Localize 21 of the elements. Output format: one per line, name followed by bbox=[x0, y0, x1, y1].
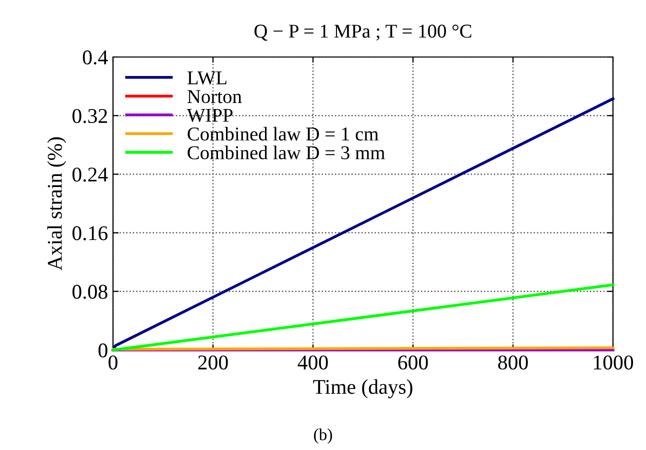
legend-label: Combined law D = 3 mm bbox=[188, 146, 385, 160]
legend-label: LWL bbox=[187, 71, 226, 85]
x-tick-label: 200 bbox=[198, 355, 228, 370]
y-tick-label: 0.08 bbox=[72, 284, 108, 299]
x-tick-label: 600 bbox=[398, 355, 428, 370]
x-axis-title: Time (days) bbox=[313, 379, 412, 398]
legend-label: Combined law D = 1 cm bbox=[188, 126, 378, 141]
y-tick-label: 0.4 bbox=[82, 50, 108, 65]
y-tick-label: 0.16 bbox=[72, 226, 108, 240]
chart-title: Q − P = 1 MPa ; T = 100 °C bbox=[254, 24, 472, 41]
legend-label: Norton bbox=[187, 90, 242, 104]
x-tick-label: 1000 bbox=[594, 355, 634, 370]
text: (b) bbox=[314, 428, 332, 444]
legend-label: WIPP bbox=[186, 108, 233, 122]
y-tick-label: 0.24 bbox=[72, 168, 108, 182]
x-tick-label: 0 bbox=[108, 355, 118, 370]
y-axis-title: Axial strain (%) bbox=[47, 137, 66, 270]
x-tick-label: 400 bbox=[298, 355, 328, 370]
y-tick-label: 0.32 bbox=[72, 108, 107, 124]
y-tick-label: 0 bbox=[98, 343, 108, 358]
x-tick-label: 800 bbox=[498, 355, 528, 370]
